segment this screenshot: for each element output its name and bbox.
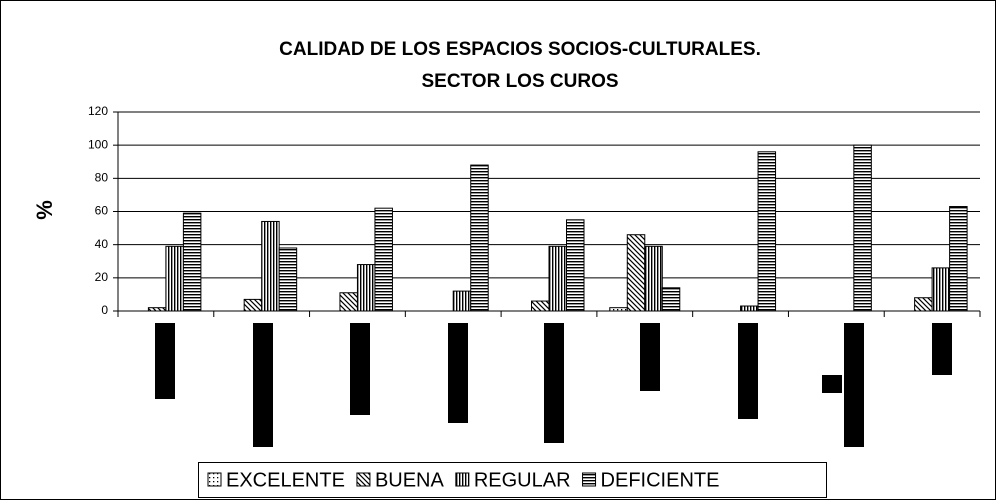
bar <box>374 207 393 312</box>
bar <box>644 245 663 312</box>
legend-label: DEFICIENTE <box>601 469 720 491</box>
bar <box>548 245 567 312</box>
bar <box>661 287 681 312</box>
y-tick-label: 60 <box>95 204 109 218</box>
bar <box>452 290 472 312</box>
chart-title: SECTOR LOS CUROS <box>421 71 618 92</box>
y-tick-label: 100 <box>88 137 108 151</box>
bar <box>278 247 298 312</box>
bar <box>470 164 489 312</box>
y-tick-label: 40 <box>95 237 109 251</box>
bar <box>740 305 759 312</box>
bar <box>339 292 358 312</box>
legend-swatch <box>582 472 597 487</box>
y-tick-label: 0 <box>101 303 108 317</box>
bar <box>147 307 167 312</box>
legend-label: REGULAR <box>474 469 571 491</box>
bar <box>853 144 872 312</box>
bar <box>566 219 585 312</box>
legend-swatch <box>207 472 222 487</box>
bar <box>626 234 646 312</box>
bar <box>931 267 951 312</box>
bar <box>356 264 376 312</box>
bar <box>182 212 202 312</box>
bar <box>949 206 968 312</box>
redacted-labels <box>155 323 952 447</box>
y-tick-label: 80 <box>95 171 109 185</box>
chart-title: CALIDAD DE LOS ESPACIOS SOCIOS-CULTURALE… <box>279 39 761 60</box>
bar <box>165 245 184 312</box>
bar <box>757 151 777 312</box>
legend-label: EXCELENTE <box>226 469 345 491</box>
y-axis-label: % <box>32 200 57 220</box>
legend-swatch <box>455 472 470 487</box>
bar <box>243 298 263 312</box>
legend <box>198 462 827 498</box>
bar <box>531 300 550 312</box>
legend-label: BUENA <box>375 469 445 491</box>
y-tick-label: 120 <box>88 104 108 118</box>
y-tick-label: 20 <box>95 270 109 284</box>
bar <box>609 307 628 312</box>
legend-swatch <box>356 472 371 487</box>
bar <box>914 297 933 312</box>
bar <box>261 220 280 312</box>
